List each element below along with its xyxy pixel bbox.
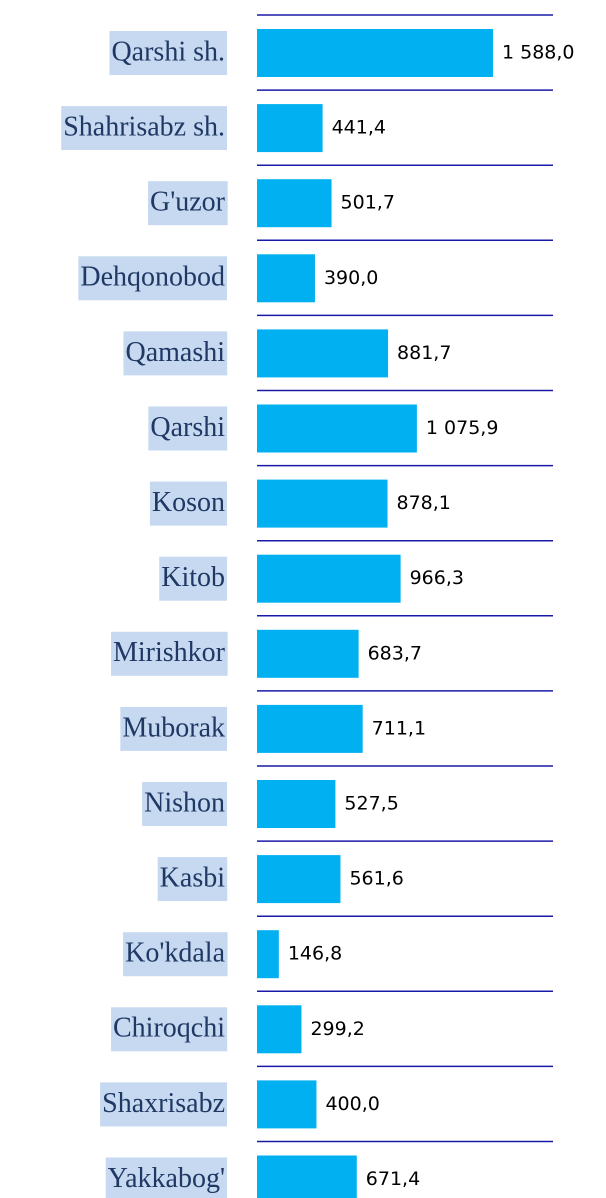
bar (257, 29, 493, 77)
bar (257, 780, 336, 828)
value-label: 501,7 (341, 192, 395, 214)
label-highlight (61, 106, 227, 151)
bar (257, 479, 388, 528)
label-highlight (148, 406, 228, 451)
value-label: 400,0 (325, 1093, 379, 1115)
category-label: Kitob (161, 562, 225, 593)
category-label: Kasbi (160, 863, 226, 894)
label-highlight (120, 706, 227, 751)
category-label: Koson (152, 487, 225, 518)
bar (257, 1005, 302, 1054)
value-label: 390,0 (324, 267, 378, 289)
bar (257, 855, 341, 904)
category-label: Qarshi sh. (111, 36, 225, 67)
value-label: 441,4 (332, 117, 386, 139)
value-label: 711,1 (372, 717, 426, 739)
value-label: 1 588,0 (502, 42, 575, 64)
value-label: 1 075,9 (426, 417, 499, 439)
value-label: 966,3 (410, 567, 464, 589)
bar (257, 629, 359, 678)
label-highlight (111, 631, 228, 676)
value-label: 146,8 (288, 943, 342, 965)
value-label: 299,2 (310, 1018, 364, 1040)
label-highlight (149, 481, 227, 526)
category-label: Qamashi (125, 337, 225, 368)
value-label: 683,7 (368, 642, 422, 664)
value-label: 881,7 (397, 342, 451, 364)
category-label: Muborak (122, 712, 225, 743)
bar (257, 704, 363, 753)
bar (257, 179, 332, 228)
bar (257, 554, 401, 603)
value-label: 527,5 (344, 793, 398, 815)
value-label: 671,4 (366, 1168, 420, 1190)
category-label: Dehqonobod (80, 262, 225, 293)
bar (257, 104, 323, 153)
label-highlight (123, 932, 228, 977)
label-highlight (109, 31, 227, 75)
label-highlight (147, 181, 228, 226)
label-highlight (100, 1082, 227, 1127)
value-label: 561,6 (349, 868, 403, 890)
category-label: Shahrisabz sh. (63, 112, 225, 143)
label-highlight (105, 1157, 227, 1198)
category-label: Chiroqchi (113, 1013, 225, 1044)
bar (257, 1155, 357, 1198)
category-label: Qarshi (150, 412, 225, 443)
label-highlight (157, 857, 228, 902)
category-label: Yakkabog' (108, 1163, 225, 1194)
bar (257, 930, 279, 979)
category-label: Mirishkor (113, 637, 226, 668)
category-label: Nishon (144, 787, 225, 818)
bar (257, 404, 417, 453)
label-highlight (142, 782, 227, 826)
bar (257, 1080, 317, 1129)
label-highlight (78, 256, 227, 301)
label-highlight (111, 1007, 228, 1052)
bar (257, 254, 315, 303)
value-label: 878,1 (396, 492, 450, 514)
category-label: Ko'kdala (125, 938, 225, 969)
category-label: Shaxrisabz (102, 1088, 225, 1119)
bar (257, 329, 389, 378)
label-highlight (123, 331, 228, 376)
label-highlight (159, 556, 227, 601)
category-label: G'uzor (150, 187, 226, 218)
